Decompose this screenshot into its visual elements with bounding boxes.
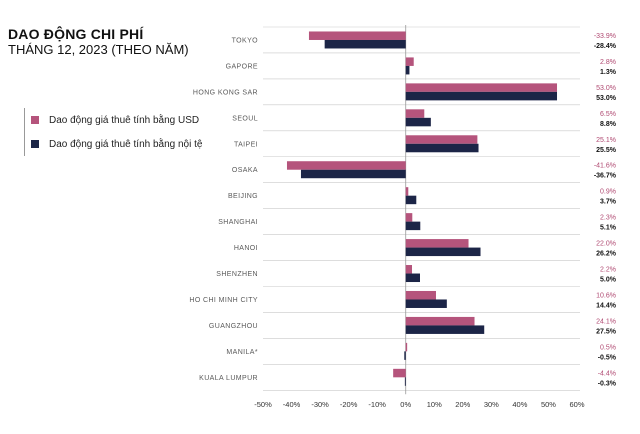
category-label: GAPORE xyxy=(226,63,258,70)
bar-local xyxy=(405,65,410,75)
data-label-local: 14.4% xyxy=(596,302,617,309)
bar-local xyxy=(405,195,417,205)
legend-item-local: Dao động giá thuê tính bằng nội tệ xyxy=(31,132,202,156)
bar-usd xyxy=(405,213,413,222)
x-tick-label: -50% xyxy=(254,400,272,409)
bar-local xyxy=(405,299,447,308)
category-label: MANILA* xyxy=(226,349,258,356)
bar-usd xyxy=(286,161,406,170)
data-label-local: 3.7% xyxy=(600,199,617,206)
legend-item-usd: Dao động giá thuê tính bằng USD xyxy=(31,108,202,132)
data-label-usd: 2.2% xyxy=(600,267,616,274)
data-label-local: 8.8% xyxy=(600,121,617,128)
x-tick-label: 60% xyxy=(569,400,584,409)
chart-title: DAO ĐỘNG CHI PHÍ xyxy=(8,26,144,42)
category-label: TOKYO xyxy=(232,37,259,44)
data-label-usd: -4.4% xyxy=(598,370,616,377)
legend-label-local: Dao động giá thuê tính bằng nội tệ xyxy=(49,138,203,150)
x-tick-label: 0% xyxy=(400,400,411,409)
category-label: BEIJING xyxy=(228,193,258,200)
bar-local xyxy=(404,351,406,360)
data-label-local: -0.3% xyxy=(598,380,617,387)
x-tick-label: -30% xyxy=(311,400,329,409)
data-label-usd: 6.5% xyxy=(600,111,616,118)
chart-subtitle: THÁNG 12, 2023 (THEO NĂM) xyxy=(8,42,189,57)
data-label-local: -36.7% xyxy=(594,173,617,180)
bar-local xyxy=(405,273,420,283)
category-label: SHANGHAI xyxy=(218,219,258,226)
category-label: SHENZHEN xyxy=(216,271,258,278)
bar-local xyxy=(405,221,421,231)
legend-swatch-local xyxy=(31,140,39,148)
bar-usd xyxy=(308,31,406,40)
bar-usd xyxy=(405,187,409,196)
data-label-local: 1.3% xyxy=(600,69,617,76)
bar-local xyxy=(405,91,558,101)
data-label-local: 25.5% xyxy=(596,147,617,154)
bar-usd xyxy=(405,316,475,326)
x-tick-label: 40% xyxy=(512,400,527,409)
bar-usd xyxy=(393,368,406,378)
x-tick-label: -10% xyxy=(368,400,386,409)
x-tick-label: 50% xyxy=(541,400,556,409)
data-label-usd: 0.9% xyxy=(600,189,616,196)
data-label-usd: 24.1% xyxy=(596,318,616,325)
category-label: OSAKA xyxy=(232,167,258,174)
bar-usd xyxy=(405,342,408,352)
bar-local xyxy=(405,143,479,153)
data-label-local: 5.1% xyxy=(600,225,617,232)
data-label-usd: 2.3% xyxy=(600,215,616,222)
data-label-usd: 53.0% xyxy=(596,85,616,92)
data-label-local: -0.5% xyxy=(598,354,617,361)
data-label-usd: 2.8% xyxy=(600,59,616,66)
category-label: KUALA LUMPUR xyxy=(199,375,258,382)
bar-local xyxy=(300,169,406,179)
data-label-local: -28.4% xyxy=(594,43,617,50)
bar-usd xyxy=(405,265,413,274)
data-label-usd: 0.5% xyxy=(600,344,616,351)
legend: Dao động giá thuê tính bằng USD Dao động… xyxy=(24,108,202,156)
x-tick-label: 30% xyxy=(484,400,499,409)
category-label: HANOI xyxy=(234,245,258,252)
bar-usd xyxy=(405,135,478,144)
x-tick-label: 10% xyxy=(427,400,442,409)
bar-usd xyxy=(405,290,436,300)
bar-usd xyxy=(405,57,414,66)
bar-usd xyxy=(405,83,558,92)
bar-local xyxy=(404,377,406,386)
bar-local xyxy=(405,117,431,127)
category-label: TAIPEI xyxy=(234,141,258,148)
data-label-local: 53.0% xyxy=(596,95,617,102)
data-label-local: 5.0% xyxy=(600,277,617,284)
data-label-usd: -33.9% xyxy=(594,33,616,40)
data-label-usd: -41.6% xyxy=(594,163,616,170)
category-label: HONG KONG SAR xyxy=(193,89,258,96)
category-label: GUANGZHOU xyxy=(209,323,258,330)
bar-usd xyxy=(405,109,425,118)
legend-swatch-usd xyxy=(31,116,39,124)
x-tick-label: 20% xyxy=(455,400,470,409)
bar-local xyxy=(405,325,485,334)
bar-local xyxy=(405,247,481,257)
bar-local xyxy=(324,39,406,49)
x-tick-label: -40% xyxy=(283,400,301,409)
category-label: SEOUL xyxy=(232,115,258,122)
x-tick-label: -20% xyxy=(340,400,358,409)
data-label-usd: 22.0% xyxy=(596,241,616,248)
bar-usd xyxy=(405,239,469,248)
data-label-usd: 10.6% xyxy=(596,292,616,299)
data-label-usd: 25.1% xyxy=(596,137,616,144)
data-label-local: 26.2% xyxy=(596,251,617,258)
legend-label-usd: Dao động giá thuê tính bằng USD xyxy=(49,114,200,126)
data-label-local: 27.5% xyxy=(596,328,617,335)
category-label: HO CHI MINH CITY xyxy=(189,297,258,304)
